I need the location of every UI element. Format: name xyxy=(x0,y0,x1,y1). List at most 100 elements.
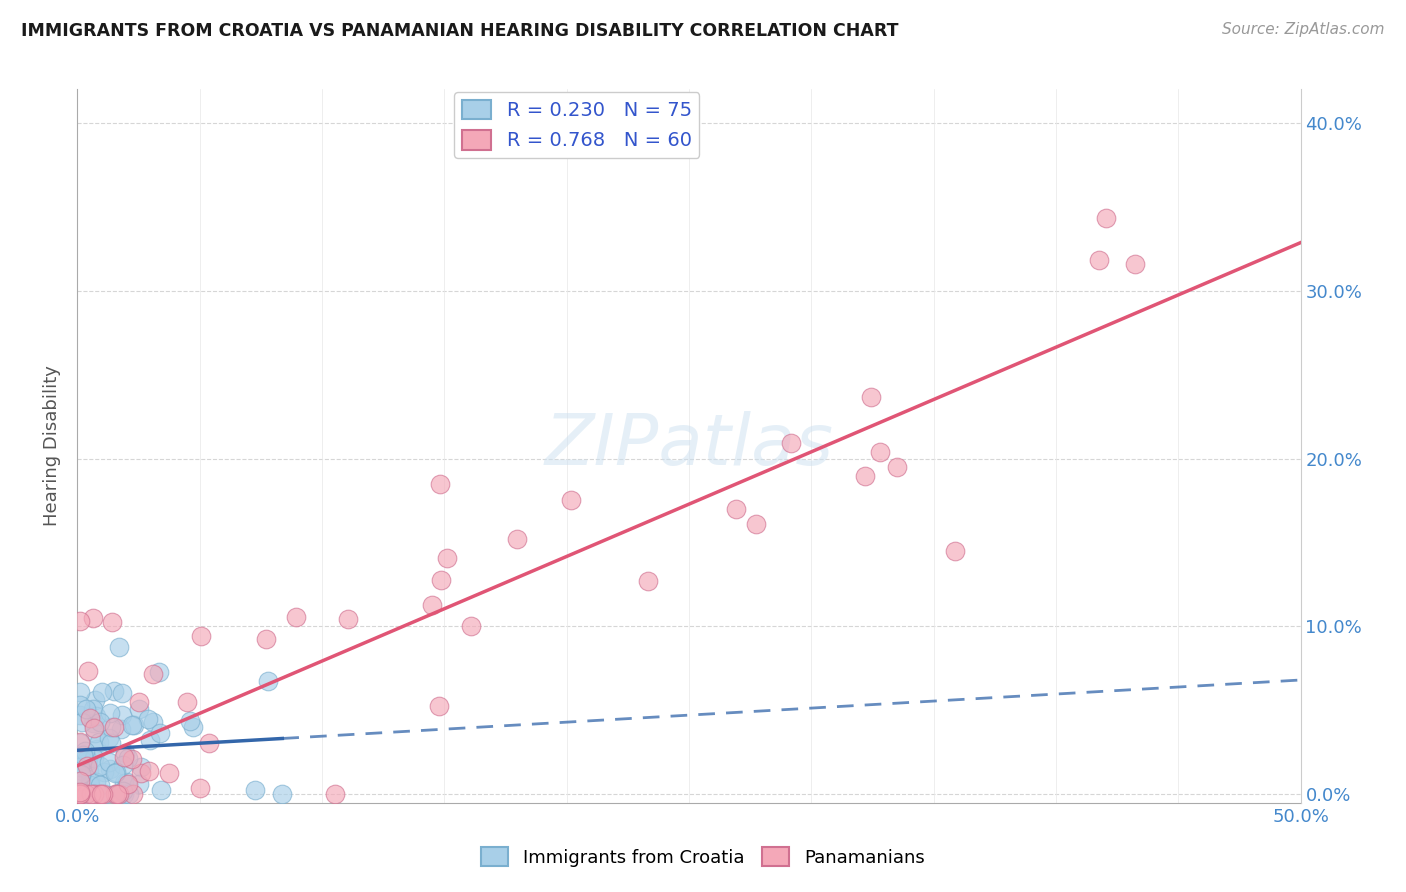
Point xyxy=(1123,258,1146,272)
Point xyxy=(1094,211,1116,226)
Point xyxy=(83,721,105,735)
Point xyxy=(104,787,127,801)
Point xyxy=(69,787,91,801)
Point xyxy=(84,775,107,789)
Point xyxy=(176,695,198,709)
Point xyxy=(129,766,152,780)
Point xyxy=(560,492,582,507)
Point xyxy=(430,573,453,587)
Point xyxy=(429,476,451,491)
Point xyxy=(80,788,103,802)
Point xyxy=(104,766,127,780)
Text: Source: ZipAtlas.com: Source: ZipAtlas.com xyxy=(1222,22,1385,37)
Point xyxy=(142,667,165,681)
Point xyxy=(69,785,91,799)
Point xyxy=(420,599,443,613)
Point xyxy=(70,768,93,782)
Text: ZIPatlas: ZIPatlas xyxy=(544,411,834,481)
Point xyxy=(637,574,659,589)
Point xyxy=(142,715,165,730)
Point xyxy=(945,544,967,558)
Point xyxy=(198,736,221,750)
Point xyxy=(73,788,96,802)
Point xyxy=(460,619,482,633)
Point xyxy=(111,685,134,699)
Point xyxy=(70,764,93,778)
Point xyxy=(72,788,94,802)
Point xyxy=(97,731,120,745)
Point xyxy=(121,788,143,802)
Point xyxy=(77,764,100,778)
Point xyxy=(86,741,108,756)
Point xyxy=(181,720,204,734)
Point xyxy=(179,714,201,729)
Text: IMMIGRANTS FROM CROATIA VS PANAMANIAN HEARING DISABILITY CORRELATION CHART: IMMIGRANTS FROM CROATIA VS PANAMANIAN HE… xyxy=(21,22,898,40)
Point xyxy=(79,778,101,792)
Point xyxy=(83,725,105,739)
Point xyxy=(82,701,104,715)
Point xyxy=(136,712,159,726)
Point xyxy=(121,718,143,732)
Point xyxy=(725,502,748,516)
Point xyxy=(77,664,100,678)
Point xyxy=(114,746,136,760)
Point xyxy=(76,752,98,766)
Point xyxy=(69,788,91,802)
Point xyxy=(75,702,97,716)
Point xyxy=(76,758,98,772)
Point xyxy=(105,765,128,780)
Point xyxy=(72,748,94,763)
Point xyxy=(869,445,891,459)
Point xyxy=(188,780,211,795)
Point xyxy=(148,665,170,679)
Point xyxy=(79,711,101,725)
Point xyxy=(89,758,111,772)
Point xyxy=(190,629,212,643)
Point xyxy=(427,698,450,713)
Point xyxy=(128,695,150,709)
Point xyxy=(93,788,115,802)
Point xyxy=(111,757,134,772)
Point xyxy=(75,788,97,802)
Point xyxy=(73,744,96,758)
Point xyxy=(69,735,91,749)
Point xyxy=(110,722,132,736)
Point xyxy=(506,532,529,546)
Legend: Immigrants from Croatia, Panamanians: Immigrants from Croatia, Panamanians xyxy=(474,840,932,874)
Point xyxy=(128,701,150,715)
Point xyxy=(780,436,803,450)
Point xyxy=(112,776,135,790)
Point xyxy=(117,776,139,790)
Point xyxy=(83,788,105,802)
Point xyxy=(131,760,153,774)
Point xyxy=(105,788,128,802)
Point xyxy=(117,751,139,765)
Point xyxy=(112,788,135,802)
Point xyxy=(87,734,110,748)
Point xyxy=(98,762,121,776)
Y-axis label: Hearing Disability: Hearing Disability xyxy=(44,366,62,526)
Point xyxy=(103,720,125,734)
Point xyxy=(157,766,180,780)
Point xyxy=(149,725,172,739)
Point xyxy=(82,715,104,730)
Point xyxy=(98,706,121,721)
Point xyxy=(1087,253,1109,268)
Point xyxy=(121,752,143,766)
Point xyxy=(853,468,876,483)
Point xyxy=(90,788,112,802)
Point xyxy=(76,754,98,768)
Point xyxy=(138,764,160,778)
Point xyxy=(69,788,91,802)
Point xyxy=(69,766,91,780)
Legend: R = 0.230   N = 75, R = 0.768   N = 60: R = 0.230 N = 75, R = 0.768 N = 60 xyxy=(454,92,699,158)
Point xyxy=(69,760,91,774)
Point xyxy=(69,708,91,723)
Point xyxy=(83,788,105,802)
Point xyxy=(83,751,105,765)
Point xyxy=(70,714,93,729)
Point xyxy=(100,720,122,734)
Point xyxy=(84,709,107,723)
Point xyxy=(101,615,124,630)
Point xyxy=(254,632,277,646)
